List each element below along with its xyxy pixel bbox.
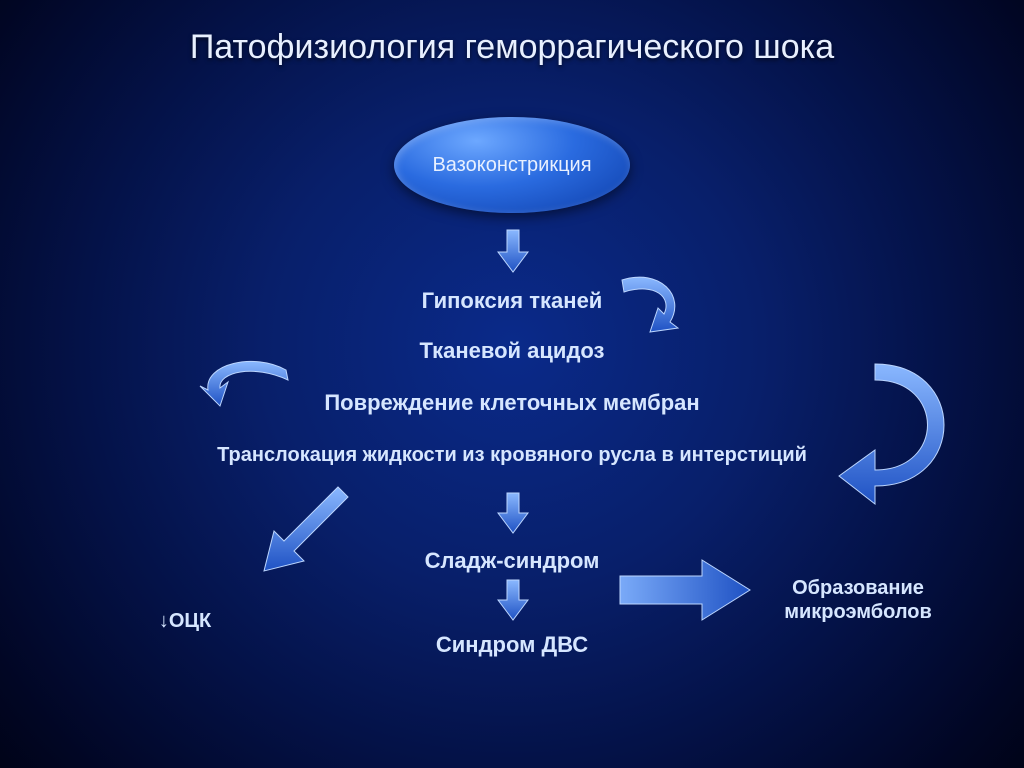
label-ock: ↓ОЦК: [125, 610, 245, 633]
arrow-curve-left-mid: [200, 360, 292, 406]
node-vasoconstriction: Вазоконстрикция: [394, 117, 630, 213]
node-vasoconstriction-label: Вазоконстрикция: [432, 154, 591, 177]
arrow-down-1: [498, 230, 528, 272]
arrow-big-right: [620, 558, 750, 622]
arrow-down-mid: [498, 493, 528, 533]
step-hypoxia: Гипоксия тканей: [0, 288, 1024, 314]
arrow-uturn-right: [835, 360, 975, 510]
page-title: Патофизиология геморрагического шока: [0, 28, 1024, 67]
label-microemboli: Образование микроэмболов: [758, 576, 958, 624]
step-dic: Синдром ДВС: [0, 632, 1024, 658]
step-sludge: Сладж-синдром: [0, 548, 1024, 574]
arrow-down-bot: [498, 580, 528, 620]
